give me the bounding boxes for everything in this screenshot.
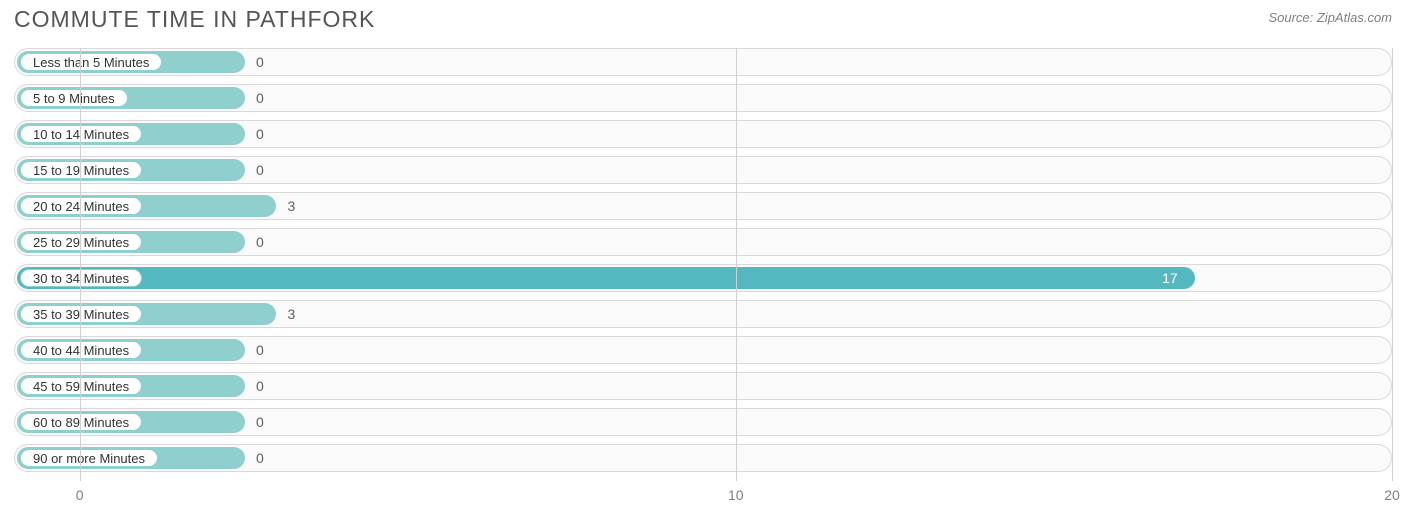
chart-title: COMMUTE TIME IN PATHFORK [14,6,375,33]
category-chip: 20 to 24 Minutes [20,197,142,215]
bar-row: 90 or more Minutes 0 [14,444,1392,472]
category-chip: Less than 5 Minutes [20,53,162,71]
category-chip: 60 to 89 Minutes [20,413,142,431]
gridline [80,48,81,481]
category-chip: 15 to 19 Minutes [20,161,142,179]
category-chip: 40 to 44 Minutes [20,341,142,359]
category-chip: 25 to 29 Minutes [20,233,142,251]
bar-row: 40 to 44 Minutes 0 [14,336,1392,364]
bar-row: 20 to 24 Minutes 3 [14,192,1392,220]
value-label: 3 [287,300,295,328]
category-chip: 5 to 9 Minutes [20,89,128,107]
gridline [1392,48,1393,481]
bar-row: 15 to 19 Minutes 0 [14,156,1392,184]
value-label: 0 [256,372,264,400]
category-chip: 90 or more Minutes [20,449,158,467]
value-label: 0 [256,408,264,436]
bar-row: 5 to 9 Minutes 0 [14,84,1392,112]
value-label: 0 [256,156,264,184]
value-label: 0 [256,444,264,472]
category-chip: 10 to 14 Minutes [20,125,142,143]
bar-row: 45 to 59 Minutes 0 [14,372,1392,400]
category-chip: 30 to 34 Minutes [20,269,142,287]
value-label: 0 [256,120,264,148]
bar-row: Less than 5 Minutes 0 [14,48,1392,76]
bar-row: 30 to 34 Minutes 17 [14,264,1392,292]
x-tick-label: 0 [76,487,84,503]
x-tick-label: 10 [728,487,744,503]
value-label: 0 [256,228,264,256]
gridline [736,48,737,481]
bar-row: 60 to 89 Minutes 0 [14,408,1392,436]
chart-source: Source: ZipAtlas.com [1268,10,1392,25]
value-label: 17 [1162,264,1178,292]
x-axis: 01020 [14,481,1392,523]
value-label: 0 [256,48,264,76]
bar-row: 35 to 39 Minutes 3 [14,300,1392,328]
value-label: 0 [256,336,264,364]
bar [17,267,1195,289]
category-chip: 35 to 39 Minutes [20,305,142,323]
category-chip: 45 to 59 Minutes [20,377,142,395]
bar-row: 25 to 29 Minutes 0 [14,228,1392,256]
bar-row: 10 to 14 Minutes 0 [14,120,1392,148]
chart-area: Less than 5 Minutes05 to 9 Minutes010 to… [14,48,1392,481]
value-label: 0 [256,84,264,112]
x-tick-label: 20 [1384,487,1400,503]
value-label: 3 [287,192,295,220]
